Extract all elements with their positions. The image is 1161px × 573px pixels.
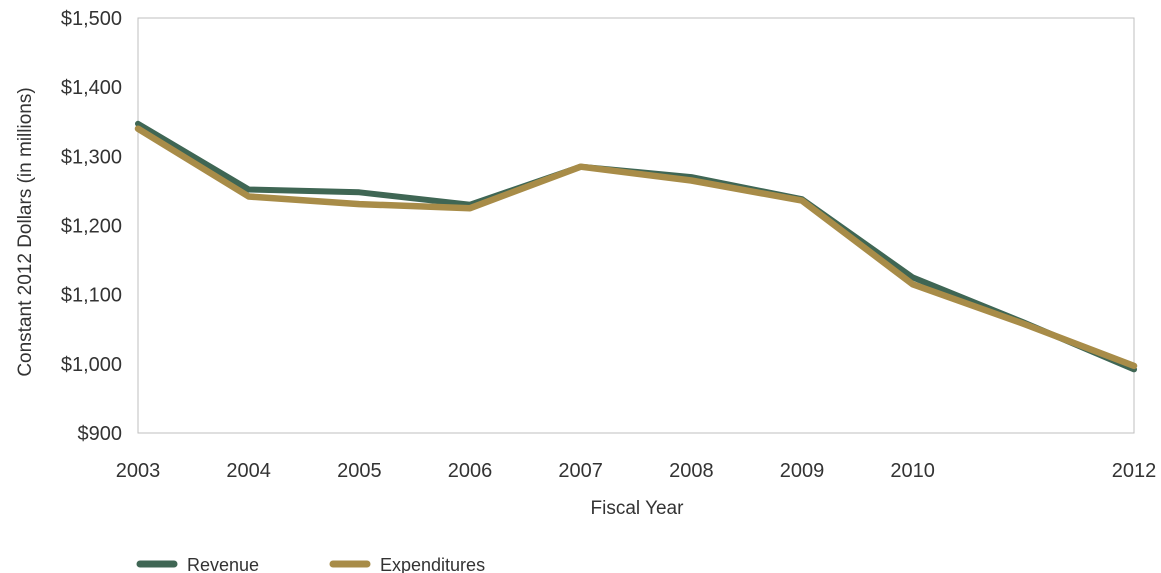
y-axis-ticks: $900 $1,000 $1,100 $1,200 $1,300 $1,400 $1,500: [61, 8, 122, 445]
y-tick-label: $1,200: [61, 216, 122, 238]
legend: Revenue Expenditures: [136, 555, 485, 573]
x-tick-label: 2009: [780, 460, 825, 482]
series-line-expenditures: [134, 125, 1138, 370]
y-tick-label: $1,300: [61, 146, 122, 168]
x-axis-title: Fiscal Year: [591, 498, 685, 519]
x-tick-label: 2003: [116, 460, 161, 482]
x-tick-label: 2006: [448, 460, 493, 482]
series-lines: [134, 120, 1138, 373]
legend-item-revenue: Revenue: [136, 555, 259, 573]
x-tick-label: 2008: [669, 460, 714, 482]
series-line-revenue: [135, 120, 1137, 373]
legend-label: Revenue: [187, 555, 259, 573]
y-tick-label: $1,100: [61, 285, 122, 307]
y-tick-label: $900: [78, 423, 123, 445]
y-tick-label: $1,400: [61, 77, 122, 99]
y-tick-label: $1,000: [61, 354, 122, 376]
x-tick-label: 2005: [337, 460, 382, 482]
y-axis-title: Constant 2012 Dollars (in millions): [15, 87, 36, 376]
legend-label: Expenditures: [380, 555, 485, 573]
x-tick-label: 2010: [890, 460, 935, 482]
x-tick-label: 2012: [1112, 460, 1157, 482]
x-axis-ticks: 2003 2004 2005 2006 2007 2008 2009 2010 2012: [116, 460, 1157, 482]
x-tick-label: 2007: [558, 460, 603, 482]
x-tick-label: 2004: [226, 460, 271, 482]
legend-item-expenditures: Expenditures: [329, 555, 485, 573]
plot-area-border: [137, 17, 1135, 434]
y-tick-label: $1,500: [61, 8, 122, 30]
